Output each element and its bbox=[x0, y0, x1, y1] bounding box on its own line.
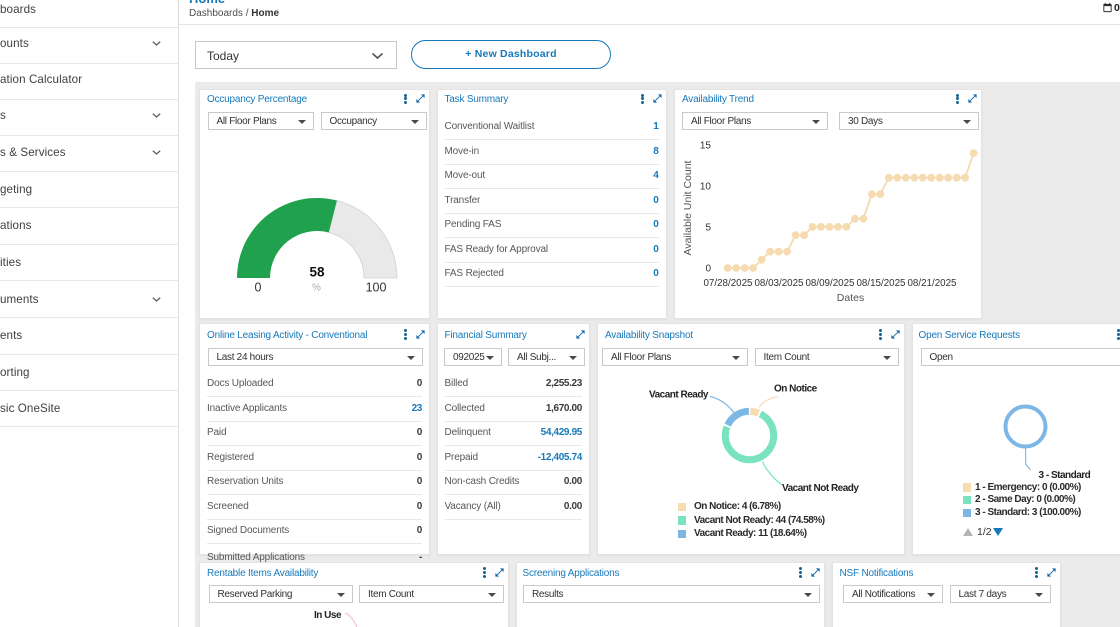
svg-text:10: 10 bbox=[700, 182, 712, 193]
svg-text:08/09/2025: 08/09/2025 bbox=[805, 278, 855, 289]
svg-text:Available Unit Count: Available Unit Count bbox=[682, 160, 694, 255]
svg-text:08/21/2025: 08/21/2025 bbox=[907, 278, 957, 289]
svg-text:3 - Standard: 3 - Standard bbox=[1038, 470, 1090, 481]
svg-text:0: 0 bbox=[705, 264, 711, 275]
svg-text:Vacant Not Ready: Vacant Not Ready bbox=[782, 483, 859, 494]
svg-text:100: 100 bbox=[366, 281, 387, 295]
svg-text:On Notice: On Notice bbox=[774, 383, 818, 394]
svg-text:15: 15 bbox=[700, 141, 712, 152]
svg-text:%: % bbox=[312, 283, 321, 294]
svg-text:0: 0 bbox=[255, 281, 262, 295]
svg-text:Dates: Dates bbox=[837, 292, 864, 304]
svg-text:5: 5 bbox=[705, 223, 711, 234]
svg-text:Vacant Ready: Vacant Ready bbox=[649, 389, 709, 400]
svg-text:58: 58 bbox=[309, 265, 325, 280]
svg-text:07/28/2025: 07/28/2025 bbox=[703, 278, 753, 289]
svg-text:08/03/2025: 08/03/2025 bbox=[754, 278, 804, 289]
svg-text:08/15/2025: 08/15/2025 bbox=[856, 278, 906, 289]
